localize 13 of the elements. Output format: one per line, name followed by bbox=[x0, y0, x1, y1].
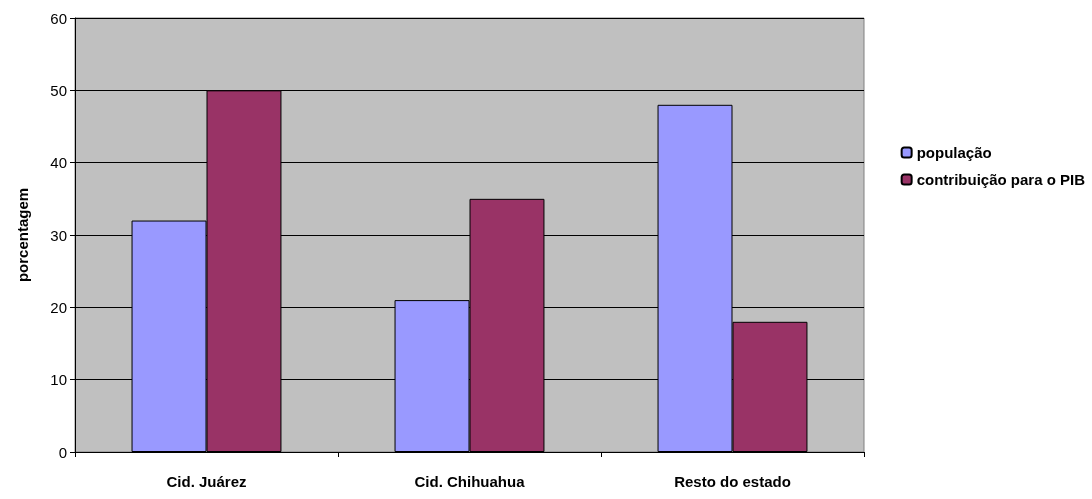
y-tick-label: 20 bbox=[50, 298, 67, 316]
y-tick-label: 40 bbox=[50, 154, 67, 172]
y-tick-label: 10 bbox=[50, 371, 67, 389]
y-tick-label: 60 bbox=[50, 9, 67, 27]
x-tick-label: Cid. Chihuahua bbox=[414, 473, 526, 490]
y-tick-label: 50 bbox=[50, 81, 67, 99]
y-tick-label: 30 bbox=[50, 226, 67, 244]
y-tick-label: 0 bbox=[58, 443, 67, 461]
legend-label: população bbox=[916, 144, 992, 161]
y-axis-title: porcentagem bbox=[14, 187, 31, 283]
x-tick-label: Resto do estado bbox=[674, 473, 791, 490]
x-tick-label: Cid. Juárez bbox=[166, 473, 247, 490]
legend-label: contribuição para o PIB bbox=[916, 171, 1086, 188]
